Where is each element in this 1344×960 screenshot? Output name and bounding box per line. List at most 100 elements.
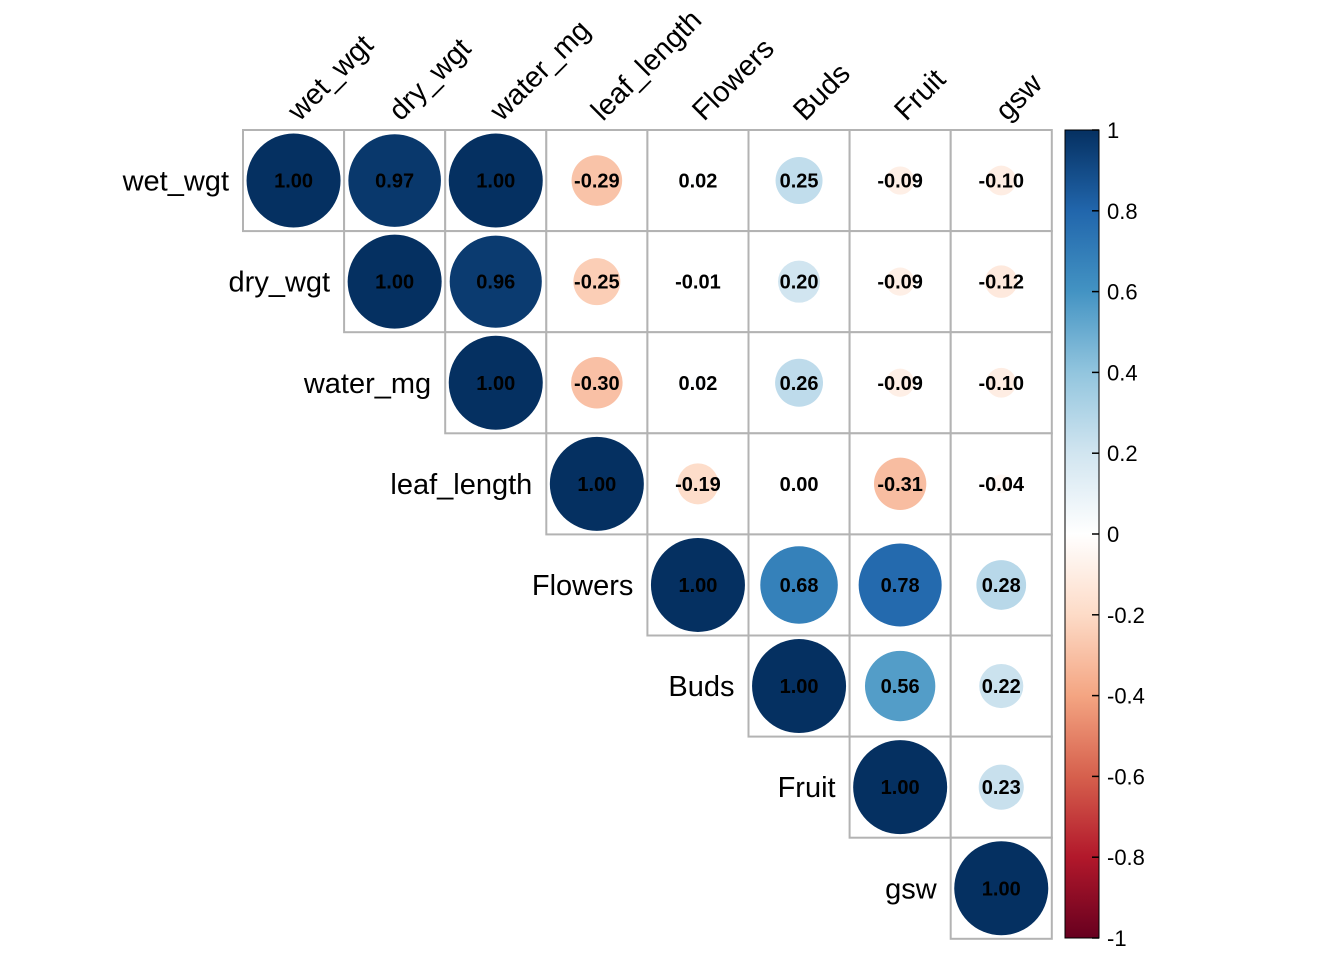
correlation-circle — [853, 740, 948, 835]
cell-buds-buds: 1.00 — [747, 634, 851, 738]
correlation-circle — [976, 560, 1027, 610]
cell-leaf-length-flowers: -0.19 — [646, 432, 750, 536]
coefficient-label: 1.00 — [881, 777, 920, 799]
cell-wet-wgt-fruit: -0.09 — [848, 129, 952, 233]
coefficient-label: 0.78 — [881, 575, 920, 597]
column-label-wet-wgt: wet_wgt — [281, 29, 380, 128]
coefficient-label: 1.00 — [678, 575, 717, 597]
row-label-flowers: Flowers — [532, 570, 634, 602]
colorbar-tick-label: 0.6 — [1107, 280, 1138, 305]
colorbar-tick-label: -0.8 — [1107, 845, 1145, 870]
row-label-dry-wgt: dry_wgt — [229, 267, 331, 299]
correlation-circle — [246, 133, 341, 228]
correlation-circle — [979, 664, 1024, 709]
correlation-circle — [573, 258, 621, 306]
colorbar-tick-label: -1 — [1107, 926, 1127, 951]
coefficient-label: -0.25 — [574, 272, 620, 294]
correlation-circle — [448, 335, 543, 430]
correlation-circle — [991, 474, 1011, 494]
coefficient-label: 1.00 — [982, 878, 1021, 900]
cell-wet-wgt-gsw: -0.10 — [949, 129, 1053, 233]
correlation-circle — [978, 764, 1024, 810]
row-label-buds: Buds — [668, 671, 734, 703]
column-label-dry-wgt: dry_wgt — [383, 33, 477, 127]
column-label-buds: Buds — [787, 58, 856, 127]
coefficient-label: -0.09 — [877, 272, 923, 294]
column-labels: wet_wgt dry_wgt water_mgleaf_lengthFlowers… — [281, 4, 1049, 128]
coefficient-label: 1.00 — [780, 676, 819, 698]
correlation-circle — [449, 235, 542, 328]
colorbar-tick-label: -0.6 — [1107, 764, 1145, 789]
coefficient-label: -0.29 — [574, 171, 620, 193]
correlation-circle — [775, 157, 823, 205]
cell-fruit-fruit: 1.00 — [848, 735, 952, 839]
correlation-circle — [650, 537, 745, 632]
coefficient-label: -0.10 — [978, 171, 1024, 193]
coefficient-label: -0.09 — [877, 373, 923, 395]
coefficient-label: -0.30 — [574, 373, 620, 395]
correlation-circle — [448, 133, 543, 228]
cell-wet-wgt-flowers: 0.02 — [646, 129, 750, 233]
column-label-flowers: Flowers — [686, 33, 780, 127]
cell-leaf-length-gsw: -0.04 — [949, 432, 1053, 536]
coefficient-label: 0.20 — [780, 272, 819, 294]
column-label-gsw: gsw — [990, 67, 1050, 127]
row-label-fruit: Fruit — [778, 772, 836, 804]
coefficient-label: 0.56 — [881, 676, 920, 698]
colorbar-tick-label: 0 — [1107, 522, 1119, 547]
colorbar-tick-label: 0.4 — [1107, 360, 1138, 385]
cell-wet-wgt-wet-wgt: 1.00 — [242, 129, 346, 233]
correlation-circle — [886, 166, 915, 195]
cell-dry-wgt-leaf-length: -0.25 — [545, 230, 649, 334]
cell-water-mg-flowers: 0.02 — [646, 331, 750, 435]
colorbar-tick-label: -0.2 — [1107, 603, 1145, 628]
correlation-circle — [549, 436, 644, 531]
row-label-wet-wgt: wet_wgt — [122, 166, 229, 198]
correlation-circle — [677, 463, 719, 505]
coefficient-label: -0.09 — [877, 171, 923, 193]
correlation-circle — [760, 546, 838, 624]
coefficient-label: -0.12 — [978, 272, 1024, 294]
cell-water-mg-water-mg: 1.00 — [444, 331, 548, 435]
cell-wet-wgt-buds: 0.25 — [747, 129, 851, 233]
cell-wet-wgt-leaf-length: -0.29 — [545, 129, 649, 233]
correlation-circle — [691, 376, 705, 390]
correlation-circle — [984, 265, 1018, 298]
correlation-circle — [873, 457, 927, 511]
colorbar: 1 0.8 0.6 0.4 0.2 0 -0.2 -0.4 -0.6 -0.8 -1 — [1064, 118, 1145, 951]
coefficient-label: 0.28 — [982, 575, 1021, 597]
cell-flowers-gsw: 0.28 — [949, 533, 1053, 637]
coefficient-label: 0.26 — [780, 373, 819, 395]
cell-dry-wgt-fruit: -0.09 — [848, 230, 952, 334]
cell-dry-wgt-water-mg: 0.96 — [444, 230, 548, 334]
column-label-fruit: Fruit — [888, 63, 952, 127]
correlation-circle — [986, 165, 1017, 196]
row-label-gsw: gsw — [885, 873, 938, 905]
column-label-water-mg: water_mg — [483, 14, 596, 127]
coefficient-label: -0.19 — [675, 474, 721, 496]
coefficient-label: 0.02 — [678, 373, 717, 395]
coefficient-label: 1.00 — [476, 171, 515, 193]
cell-leaf-length-buds: 0.00 — [747, 432, 851, 536]
cell-water-mg-leaf-length: -0.30 — [545, 331, 649, 435]
coefficient-label: 0.25 — [780, 171, 819, 193]
colorbar-tick-label: 0.8 — [1107, 199, 1138, 224]
cell-dry-wgt-buds: 0.20 — [747, 230, 851, 334]
coefficient-label: 1.00 — [577, 474, 616, 496]
correlation-circle — [348, 134, 441, 227]
coefficient-label: 0.00 — [780, 474, 819, 496]
cell-flowers-buds: 0.68 — [747, 533, 851, 637]
coefficient-label: -0.04 — [978, 474, 1024, 496]
correlation-circle — [347, 234, 442, 329]
correlation-circle — [571, 155, 623, 206]
coefficient-label: 0.97 — [375, 171, 414, 193]
correlation-circle — [571, 357, 623, 409]
coefficient-label: 0.96 — [476, 272, 515, 294]
cell-buds-fruit: 0.56 — [848, 634, 952, 738]
cell-flowers-flowers: 1.00 — [646, 533, 750, 637]
correlation-circle — [778, 260, 821, 303]
coefficient-label: 0.02 — [678, 171, 717, 193]
coefficient-label: 1.00 — [375, 272, 414, 294]
correlation-circle — [886, 267, 915, 296]
